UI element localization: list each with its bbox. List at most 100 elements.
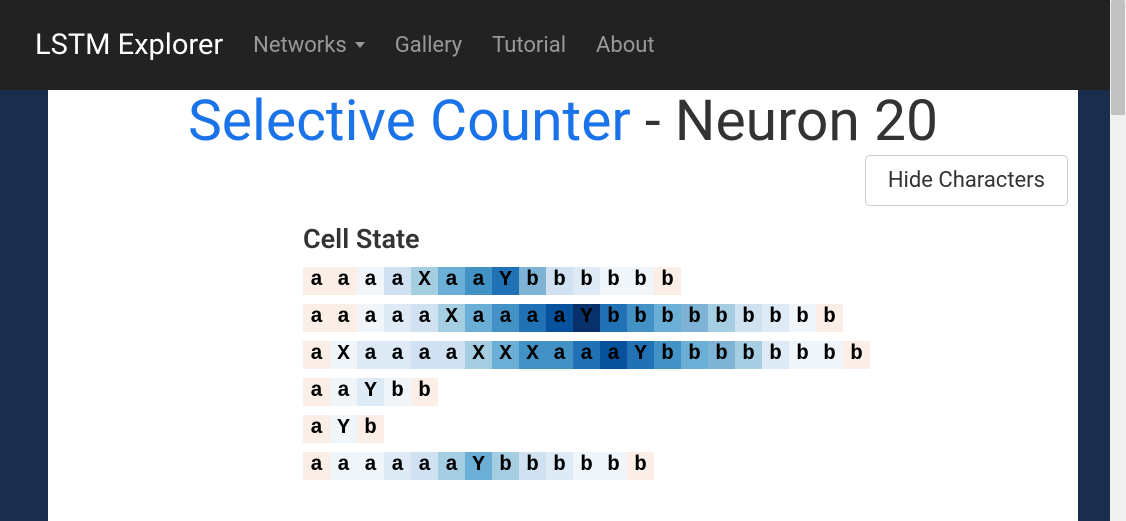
heatmap-cell: b: [600, 304, 627, 332]
heatmap-cell: X: [465, 341, 492, 369]
heatmap-cell: b: [519, 452, 546, 480]
heatmap-cell: X: [519, 341, 546, 369]
heatmap-cell: a: [330, 378, 357, 406]
nav-tutorial[interactable]: Tutorial: [492, 33, 566, 58]
heatmap-cell: b: [816, 304, 843, 332]
heatmap-cell: b: [789, 341, 816, 369]
heatmap-row: aXaaaaXXXaaaYbbbbbbbb: [303, 341, 1068, 369]
heatmap-cell: a: [303, 341, 330, 369]
heatmap-cell: a: [411, 452, 438, 480]
heatmap-cell: a: [357, 341, 384, 369]
heatmap-cell: b: [708, 341, 735, 369]
heatmap-cell: a: [384, 341, 411, 369]
heatmap-cell: Y: [330, 415, 357, 443]
title-sep: -: [631, 87, 675, 154]
heatmap-cell: a: [465, 304, 492, 332]
heatmap-cell: a: [546, 304, 573, 332]
heatmap-cell: a: [465, 267, 492, 295]
heatmap-cell: b: [735, 341, 762, 369]
heatmap-cell: b: [600, 267, 627, 295]
heatmap-cell: b: [546, 267, 573, 295]
page-title: Selective Counter - Neuron 20: [58, 90, 1068, 158]
heatmap-cell: a: [303, 415, 330, 443]
content-panel: Selective Counter - Neuron 20 Hide Chara…: [48, 90, 1078, 521]
heatmap-row: aYb: [303, 415, 1068, 443]
heatmap-row: aaaaaXaaaaYbbbbbbbbb: [303, 304, 1068, 332]
heatmap-cell: a: [411, 341, 438, 369]
heatmap-cell: Y: [627, 341, 654, 369]
heatmap-cell: b: [735, 304, 762, 332]
heatmap-cell: X: [330, 341, 357, 369]
heatmap-cell: a: [438, 267, 465, 295]
heatmap-cell: b: [816, 341, 843, 369]
heatmap-cell: a: [303, 378, 330, 406]
hide-characters-button[interactable]: Hide Characters: [865, 155, 1068, 206]
heatmap-cell: b: [573, 267, 600, 295]
vertical-scrollbar[interactable]: [1110, 0, 1126, 521]
heatmap-cell: b: [843, 341, 870, 369]
heatmap-cell: a: [384, 267, 411, 295]
nav-gallery[interactable]: Gallery: [395, 33, 462, 58]
heatmap-cell: Y: [492, 267, 519, 295]
heatmap-cell: a: [546, 341, 573, 369]
heatmap-cell: b: [708, 304, 735, 332]
nav-networks-label: Networks: [253, 33, 347, 58]
heatmap-cell: a: [438, 341, 465, 369]
heatmap-cell: X: [438, 304, 465, 332]
page-background: Selective Counter - Neuron 20 Hide Chara…: [0, 90, 1126, 521]
caret-down-icon: [355, 42, 365, 48]
scroll-thumb[interactable]: [1111, 0, 1125, 115]
heatmap-cell: b: [789, 304, 816, 332]
heatmap-cell: b: [654, 267, 681, 295]
heatmap-cell: a: [411, 304, 438, 332]
heatmap-cell: b: [600, 452, 627, 480]
heatmap-cell: a: [330, 304, 357, 332]
heatmap-cell: a: [303, 267, 330, 295]
heatmap-row: aaYbb: [303, 378, 1068, 406]
heatmap-cell: a: [357, 304, 384, 332]
heatmap-cell: X: [411, 267, 438, 295]
heatmap-cell: b: [384, 378, 411, 406]
heatmap-cell: a: [438, 452, 465, 480]
heatmap-cell: a: [384, 304, 411, 332]
heatmap-cell: a: [303, 452, 330, 480]
title-neuron: Neuron 20: [675, 87, 938, 154]
heatmap-cell: a: [492, 304, 519, 332]
heatmap-cell: b: [546, 452, 573, 480]
nav-about[interactable]: About: [596, 33, 655, 58]
heatmap-cell: Y: [465, 452, 492, 480]
brand-title[interactable]: LSTM Explorer: [35, 28, 223, 62]
heatmap-row: aaaaXaaYbbbbbb: [303, 267, 1068, 295]
cell-state-heading: Cell State: [303, 223, 1068, 255]
heatmap-cell: b: [627, 304, 654, 332]
heatmap-cell: a: [303, 304, 330, 332]
heatmap-cell: a: [357, 452, 384, 480]
heatmap-cell: a: [330, 267, 357, 295]
heatmap-cell: b: [519, 267, 546, 295]
heatmap-cell: a: [573, 341, 600, 369]
heatmap-cell: b: [627, 267, 654, 295]
heatmap-cell: Y: [573, 304, 600, 332]
heatmap-cell: b: [573, 452, 600, 480]
navbar: LSTM Explorer Networks Gallery Tutorial …: [0, 0, 1126, 90]
heatmap-cell: b: [681, 341, 708, 369]
heatmap-rows: aaaaXaaYbbbbbbaaaaaXaaaaYbbbbbbbbbaXaaaa…: [303, 267, 1068, 480]
heatmap-cell: a: [357, 267, 384, 295]
heatmap-cell: a: [384, 452, 411, 480]
heatmap-cell: b: [411, 378, 438, 406]
heatmap-cell: b: [627, 452, 654, 480]
nav-networks[interactable]: Networks: [253, 33, 365, 58]
heatmap-cell: b: [654, 304, 681, 332]
heatmap-cell: b: [357, 415, 384, 443]
heatmap-cell: a: [330, 452, 357, 480]
heatmap-cell: b: [762, 341, 789, 369]
heatmap-cell: b: [681, 304, 708, 332]
heatmap-cell: b: [762, 304, 789, 332]
heatmap-cell: Y: [357, 378, 384, 406]
title-link[interactable]: Selective Counter: [188, 87, 631, 154]
heatmap-cell: b: [654, 341, 681, 369]
heatmap-cell: X: [492, 341, 519, 369]
heatmap-row: aaaaaaYbbbbbb: [303, 452, 1068, 480]
heatmap-cell: a: [519, 304, 546, 332]
heatmap-cell: b: [492, 452, 519, 480]
